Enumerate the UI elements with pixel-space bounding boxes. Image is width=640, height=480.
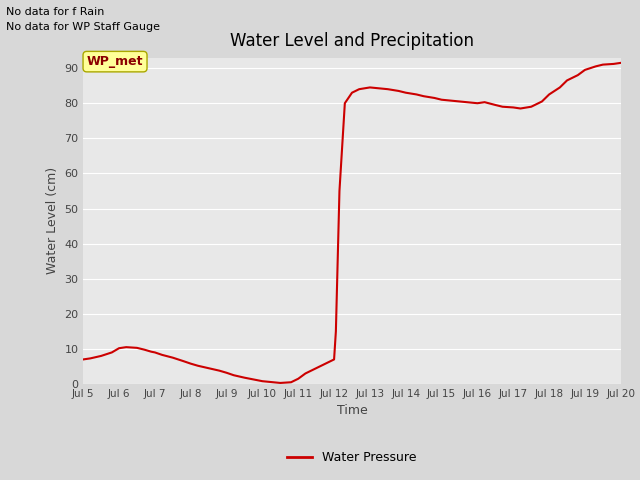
Legend: Water Pressure: Water Pressure xyxy=(282,446,422,469)
Text: No data for WP Staff Gauge: No data for WP Staff Gauge xyxy=(6,22,161,32)
Title: Water Level and Precipitation: Water Level and Precipitation xyxy=(230,33,474,50)
Y-axis label: Water Level (cm): Water Level (cm) xyxy=(45,167,59,275)
Text: No data for f Rain: No data for f Rain xyxy=(6,7,105,17)
Text: WP_met: WP_met xyxy=(87,55,143,68)
X-axis label: Time: Time xyxy=(337,405,367,418)
